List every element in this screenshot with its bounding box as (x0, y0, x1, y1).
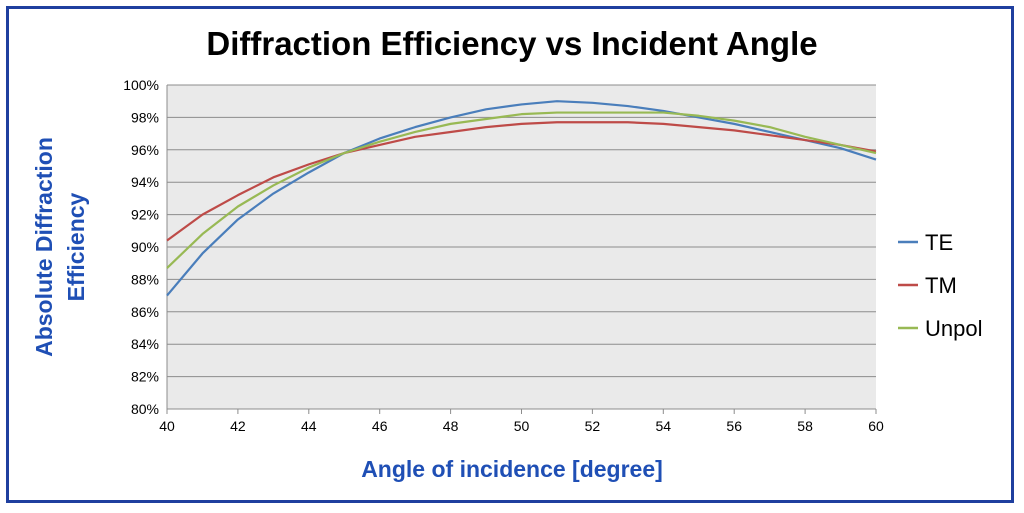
y-tick-label: 96% (131, 142, 159, 158)
y-axis-title-line-1: Absolute Diffraction (31, 137, 57, 357)
y-tick-label: 86% (131, 304, 159, 320)
y-tick-labels: 80% 82% 84% 86% 88% 90% 92% 94% 96% 98% 100% (123, 77, 159, 417)
y-tick-label: 90% (131, 239, 159, 255)
chart-title: Diffraction Efficiency vs Incident Angle (206, 25, 817, 62)
y-tick-label: 92% (131, 207, 159, 223)
series-line-te (166, 100, 877, 297)
x-tick-label: 56 (726, 418, 742, 434)
x-tick-label: 44 (301, 418, 317, 434)
series-line-unpol (166, 111, 877, 269)
series-lines (166, 100, 877, 297)
x-tick-label: 40 (159, 418, 175, 434)
x-tick-label: 50 (514, 418, 530, 434)
x-tick-label: 58 (797, 418, 813, 434)
x-tick-label: 52 (585, 418, 601, 434)
x-tick-label: 54 (656, 418, 672, 434)
x-tick-labels: 40 42 44 46 48 50 52 54 56 58 60 (159, 418, 884, 434)
y-tick-label: 84% (131, 336, 159, 352)
y-tick-label: 88% (131, 271, 159, 287)
y-tick-label: 94% (131, 174, 159, 190)
x-tick-label: 48 (443, 418, 459, 434)
y-tick-label: 98% (131, 109, 159, 125)
legend: TE TM Unpol (898, 230, 982, 341)
legend-label-unpol: Unpol (925, 316, 982, 341)
x-tick-label: 46 (372, 418, 388, 434)
y-tick-label: 80% (131, 401, 159, 417)
x-tick-label: 60 (868, 418, 884, 434)
x-axis-title: Angle of incidence [degree] (361, 456, 663, 482)
legend-label-te: TE (925, 230, 953, 255)
y-tick-label: 100% (123, 77, 159, 93)
series-line-tm (166, 121, 877, 242)
y-axis-title-line-2: Efficiency (63, 192, 89, 301)
y-tick-label: 82% (131, 369, 159, 385)
gridlines (166, 84, 877, 414)
legend-label-tm: TM (925, 273, 957, 298)
x-tick-label: 42 (230, 418, 246, 434)
